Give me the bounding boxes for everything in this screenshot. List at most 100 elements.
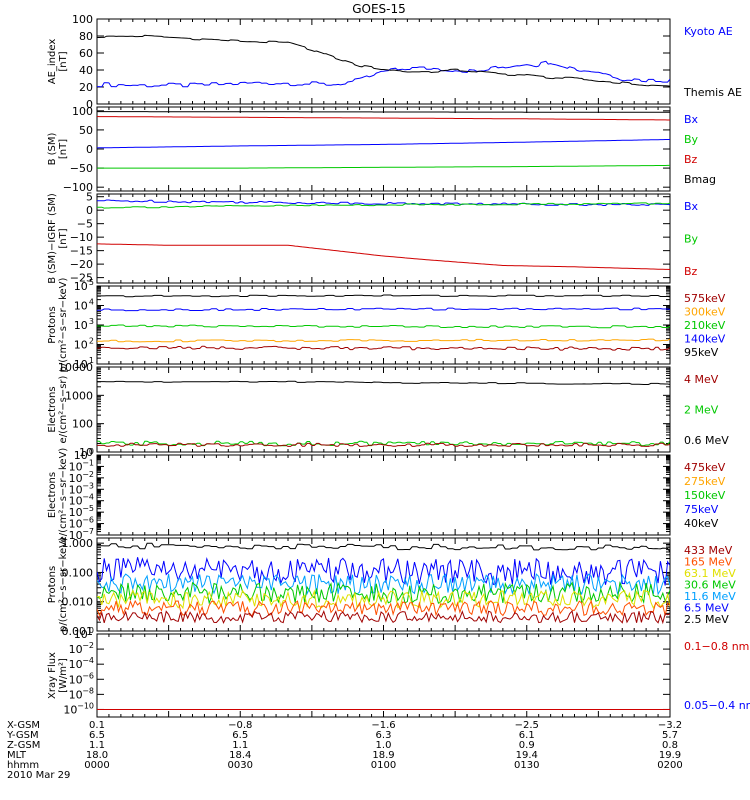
panel-ae: 0 20 40 60 80 100 AE_index [nT] Kyoto AE Themis A… bbox=[47, 13, 742, 111]
y-tick-label: −5 bbox=[77, 218, 93, 231]
y-axis-label: e/(cm²−s−sr−keV) bbox=[58, 448, 69, 543]
y-tick-label: 100 bbox=[72, 418, 93, 431]
series-63-1-mev bbox=[97, 589, 670, 610]
y-tick-label: 10 bbox=[63, 703, 77, 716]
x-row-value: 6.1 bbox=[519, 730, 535, 741]
series-95kev bbox=[97, 294, 670, 298]
y-tick-label: 10000 bbox=[58, 361, 93, 374]
legend-bz: Bz bbox=[684, 265, 698, 278]
series-themis-ae bbox=[97, 34, 670, 87]
y-tick-label: 10 bbox=[74, 449, 88, 462]
y-tick-label: 80 bbox=[79, 30, 93, 43]
legend-275kev: 275keV bbox=[684, 475, 726, 488]
panel-protons2: 0.001 0.010 0.100 1.000 Protons p/(cm²−s−sr−k… bbox=[47, 537, 736, 638]
y-tick-label: 10 bbox=[69, 518, 83, 531]
legend-140kev: 140keV bbox=[684, 333, 726, 346]
legend-475kev: 475keV bbox=[684, 461, 726, 474]
x-row-value: 0100 bbox=[371, 760, 396, 771]
legend-bmag: Bmag bbox=[684, 173, 716, 186]
x-row-value: 0030 bbox=[228, 760, 253, 771]
y-axis-label: p/(cm²−s−sr−keV) bbox=[58, 537, 69, 632]
y-tick-exponent: −1 bbox=[82, 458, 94, 467]
legend-75kev: 75keV bbox=[684, 503, 719, 516]
legend-bx: Bx bbox=[684, 200, 699, 213]
legend-433-mev: 433 MeV bbox=[684, 544, 733, 557]
x-row-value: 6.5 bbox=[89, 730, 105, 741]
y-axis-label: [nT] bbox=[58, 139, 69, 159]
y-tick-label: 100 bbox=[72, 105, 93, 118]
y-tick-label: 10 bbox=[69, 495, 83, 508]
y-tick-label: 10 bbox=[74, 280, 88, 293]
y-tick-label: 10 bbox=[69, 673, 83, 686]
x-row-value: 19.4 bbox=[516, 750, 538, 761]
panel-frame bbox=[96, 18, 671, 105]
x-row-value: −1.6 bbox=[371, 720, 395, 731]
y-tick-label: −10 bbox=[70, 231, 93, 244]
y-tick-label: −15 bbox=[70, 245, 93, 258]
y-tick-exponent: 3 bbox=[89, 317, 94, 326]
y-axis-label: B (SM) bbox=[47, 132, 58, 165]
y-tick-label: 0 bbox=[86, 98, 93, 111]
y-axis-label: Xray Flux bbox=[47, 652, 58, 699]
y-tick-exponent: −8 bbox=[82, 686, 94, 695]
y-tick-label: 10 bbox=[74, 300, 88, 313]
y-tick-label: 1.000 bbox=[62, 537, 94, 550]
y-tick-label: 10 bbox=[69, 483, 83, 496]
y-tick-label: 100 bbox=[72, 13, 93, 26]
y-tick-label: 10 bbox=[69, 688, 83, 701]
legend-kyoto-ae: Kyoto AE bbox=[684, 25, 733, 38]
series-by bbox=[97, 202, 670, 209]
x-axis-table: X-GSM 0.1 −0.8 −1.6 −2.5 −3.2 Y-GSM 6.5 6.5 6.3 6.… bbox=[6, 720, 683, 781]
y-tick-label: 10 bbox=[74, 628, 88, 641]
x-row-value: 1.1 bbox=[232, 740, 248, 751]
series-2-mev bbox=[97, 440, 670, 447]
y-tick-label: 10 bbox=[69, 529, 83, 542]
series-bx bbox=[97, 139, 670, 149]
series-bz bbox=[97, 243, 670, 270]
panel-frame bbox=[96, 366, 671, 453]
y-tick-label: 0.001 bbox=[62, 625, 94, 638]
legend-6-5-mev: 6.5 MeV bbox=[684, 602, 729, 615]
legend-by: By bbox=[684, 233, 699, 246]
y-tick-exponent: −6 bbox=[82, 516, 94, 525]
y-axis-label: [nT] bbox=[58, 228, 69, 248]
x-row-value: 18.9 bbox=[372, 750, 394, 761]
series-bz bbox=[97, 116, 670, 121]
y-tick-label: −50 bbox=[70, 162, 93, 175]
y-axis-label: [nT] bbox=[58, 51, 69, 71]
x-row-label: hhmm bbox=[7, 760, 39, 771]
series-300kev bbox=[97, 338, 670, 343]
x-row-label: MLT bbox=[7, 750, 27, 761]
y-axis-label: Protons bbox=[47, 566, 58, 603]
y-tick-label: 10 bbox=[74, 339, 88, 352]
y-tick-label: 10 bbox=[74, 358, 88, 371]
x-row-value: 0.1 bbox=[89, 720, 105, 731]
series-4-mev bbox=[97, 442, 670, 447]
y-axis-label: [W/m²] bbox=[58, 658, 69, 693]
series-30-6-mev bbox=[97, 581, 670, 605]
panel-frame bbox=[96, 285, 671, 365]
series-kyoto-ae bbox=[97, 60, 670, 88]
series-bmag bbox=[97, 111, 670, 113]
x-row-value: 0.8 bbox=[662, 740, 678, 751]
legend-165-mev: 165 MeV bbox=[684, 556, 733, 569]
legend-40kev: 40keV bbox=[684, 517, 719, 530]
series-by bbox=[97, 164, 670, 169]
x-row-value: 1.0 bbox=[376, 740, 392, 751]
y-tick-exponent: −6 bbox=[82, 671, 94, 680]
legend-0-6-mev: 0.6 MeV bbox=[684, 434, 729, 447]
series-433-mev bbox=[97, 609, 670, 625]
y-tick-exponent: −3 bbox=[82, 481, 94, 490]
y-tick-exponent: −7 bbox=[82, 527, 94, 536]
x-row-value: 0.9 bbox=[519, 740, 535, 751]
legend-themis-ae: Themis AE bbox=[683, 86, 742, 99]
legend-150kev: 150keV bbox=[684, 489, 726, 502]
y-tick-label: −20 bbox=[70, 258, 93, 271]
y-tick-label: 40 bbox=[79, 64, 93, 77]
legend-575kev: 575keV bbox=[684, 292, 726, 305]
y-tick-exponent: 5 bbox=[89, 278, 94, 287]
y-tick-label: 1000 bbox=[65, 389, 93, 402]
